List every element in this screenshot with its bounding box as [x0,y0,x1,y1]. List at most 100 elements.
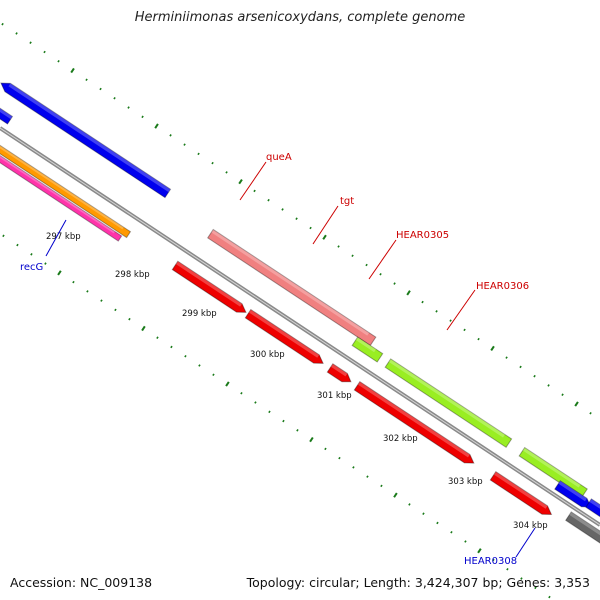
ruler-tick [380,484,383,488]
blue-arrow-edge[interactable] [585,498,600,529]
blue-arrow-top-left[interactable] [0,94,14,125]
ruler-tick [85,78,88,82]
ruler-tick [29,41,32,44]
ruler-tick [254,401,257,404]
gene-labels: queA tgt HEAR0305 HEAR0306 recG HEAR0308 [20,152,529,567]
ruler-tick [295,217,298,220]
ruler-tick [435,310,438,313]
tick-label-302: 302 kbp [383,434,418,444]
label-leaders [45,161,536,558]
ruler-tick [393,492,398,498]
ruler-tick [450,530,453,534]
ruler-tick [548,595,551,599]
ruler-tick [211,161,214,165]
ruler-tick [128,317,131,321]
red-arrow-4[interactable] [353,380,476,468]
ruler-tick [379,273,382,276]
ruler-tick [16,243,19,247]
gene-label-HEAR0308[interactable]: HEAR0308 [464,556,517,567]
ruler-tick [463,328,466,332]
ruler-tick [393,282,396,285]
ruler-tick [197,152,200,156]
ruler-tick [366,475,369,478]
ruler-tick [240,391,243,395]
ruler-tick [422,512,425,515]
ruler-tick [309,226,312,230]
ruler-tick [533,374,536,378]
tick-ruler [1,22,592,599]
ruler-tick [253,189,256,193]
gene-label-HEAR0305[interactable]: HEAR0305 [396,230,449,241]
ruler-tick [309,436,314,443]
blue-arrow-upper[interactable] [0,79,172,199]
map-title: Herminiimonas arsenicoxydans, complete g… [134,10,466,25]
ruler-tick [436,521,439,525]
ruler-tick [477,337,480,341]
ruler-tick [506,568,509,571]
gene-label-HEAR0306[interactable]: HEAR0306 [476,281,529,292]
ruler-tick [198,364,201,367]
HEAR0306-feature[interactable] [518,446,588,499]
ruler-tick [267,198,270,202]
ruler-tick [170,345,173,349]
ruler-tick [99,87,102,91]
ruler-tick [490,345,495,352]
red-arrow-3[interactable] [326,363,353,386]
ruler-tick [520,577,523,580]
ruler-tick [351,254,354,258]
ruler-tick [127,106,130,109]
tick-label-304: 304 kbp [513,521,548,531]
ruler-tick [505,356,508,359]
tick-label-300: 300 kbp [250,350,285,360]
topology-summary: Topology: circular; Length: 3,424,307 bp… [246,575,590,590]
ruler-tick [238,179,243,185]
ruler-tick [338,456,341,460]
ruler-tick [1,22,4,26]
ruler-tick [169,134,172,137]
magenta-feature[interactable] [0,133,123,242]
ruler-tick [154,123,159,129]
ruler-tick [406,290,411,296]
ruler-tick [282,419,285,423]
ruler-tick [86,290,89,293]
tick-label-299: 299 kbp [182,309,217,319]
ruler-tick [30,253,33,256]
ruler-tick [44,262,47,265]
ruler-tick [183,143,186,146]
ruler-tick [15,32,18,35]
ruler-tick [184,354,187,358]
HEAR0305-feature[interactable] [384,358,513,448]
gene-label-tgt[interactable]: tgt [340,196,354,207]
ruler-tick [492,558,495,562]
ruler-tick [337,245,340,248]
ruler-tick [534,586,537,590]
gene-label-recG[interactable]: recG [20,262,43,273]
tick-label-297: 297 kbp [46,232,81,242]
red-arrow-2[interactable] [244,308,326,368]
tgt-feature-small[interactable] [351,336,384,363]
accession-text: Accession: NC_009138 [10,575,153,590]
ruler-tick [156,336,159,339]
ruler-tick [296,429,299,432]
ruler-tick [352,466,355,469]
ruler-tick [113,97,116,100]
tick-label-303: 303 kbp [448,477,483,487]
queA-feature[interactable] [206,228,377,347]
red-arrow-1[interactable] [171,260,248,316]
ruler-tick [449,319,452,322]
ruler-tick [281,208,284,211]
gene-label-queA[interactable]: queA [266,152,292,163]
orange-feature[interactable] [0,126,132,239]
ruler-tick [225,171,228,174]
ruler-tick [408,503,411,506]
backbone [0,126,600,527]
gene-features [0,79,600,555]
ruler-tick [114,308,117,312]
ruler-tick [561,393,564,396]
gray-feature[interactable] [565,511,600,555]
ruler-tick [519,365,522,369]
red-arrow-5[interactable] [489,470,554,519]
ruler-tick [70,67,75,74]
ruler-tick [477,548,482,554]
